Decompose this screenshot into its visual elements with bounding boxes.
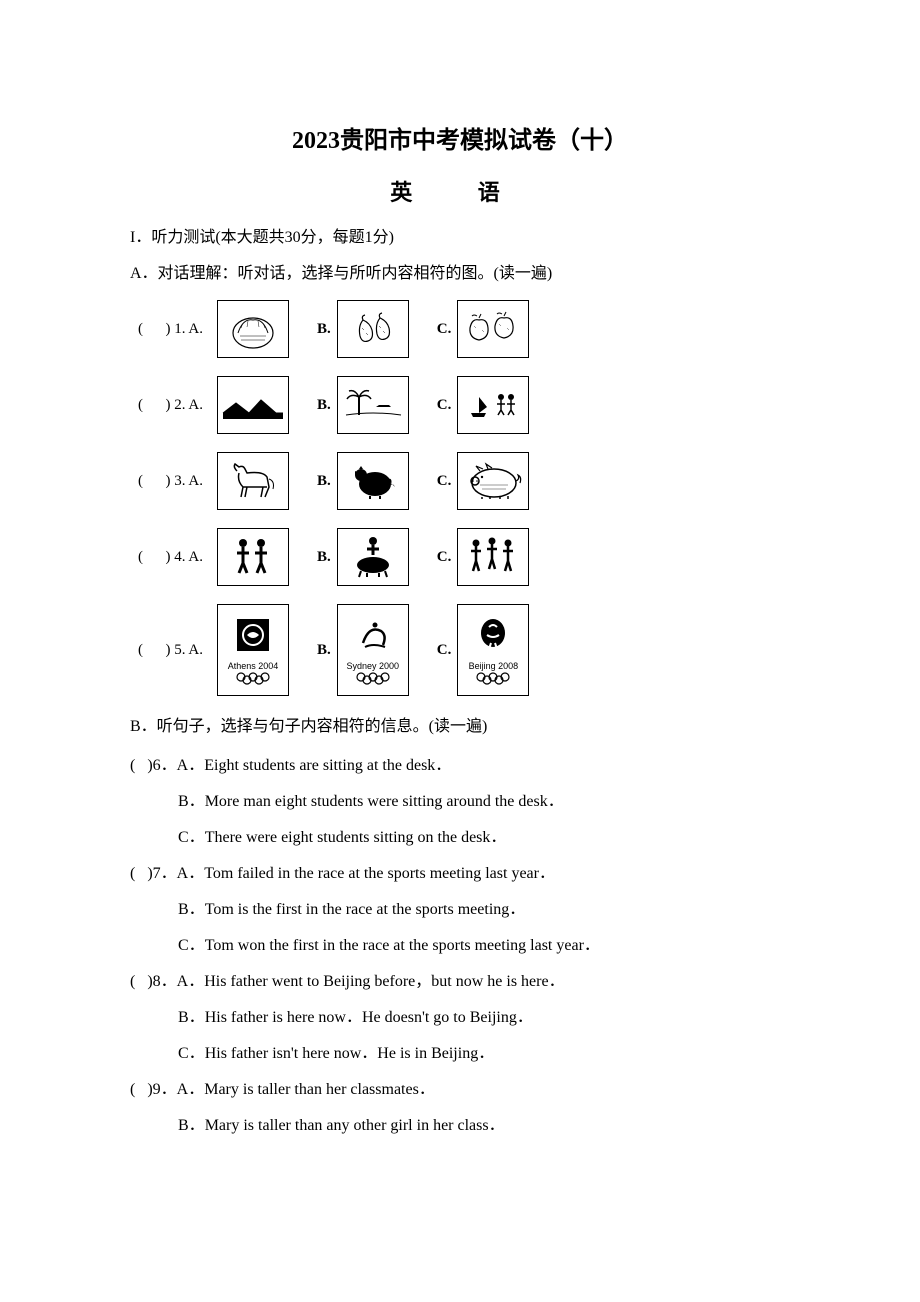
two-people-icon bbox=[225, 533, 281, 581]
q4-option-b-label: B. bbox=[317, 549, 331, 566]
group-icon bbox=[462, 533, 524, 581]
beijing-text: Beijing 2008 bbox=[469, 661, 519, 671]
pic-question-3: ( ) 3. A. B. bbox=[138, 452, 790, 510]
q9-option-b-line: B．Mary is taller than any other girl in … bbox=[178, 1114, 790, 1138]
q4-option-b-image bbox=[337, 528, 409, 586]
q2-option-c-label: C. bbox=[437, 397, 452, 414]
q7-prefix: ( )7．A． bbox=[130, 865, 204, 882]
q1-prefix: ( ) 1. A. bbox=[138, 321, 203, 338]
pig-icon bbox=[462, 459, 524, 503]
sydney-text: Sydney 2000 bbox=[346, 661, 399, 671]
boat-scene-icon bbox=[461, 385, 525, 425]
athens-logo-icon bbox=[231, 615, 275, 659]
landscape-icon bbox=[221, 385, 285, 425]
q2-option-b-image bbox=[337, 376, 409, 434]
q8-prefix: ( )8．A． bbox=[130, 973, 204, 990]
pears-icon bbox=[348, 308, 398, 350]
q3-option-b-image bbox=[337, 452, 409, 510]
q4-option-c-label: C. bbox=[437, 549, 452, 566]
pic-question-5: ( ) 5. A. Athens 2004 B. bbox=[138, 604, 790, 696]
q6-option-b: More man eight students were sitting aro… bbox=[205, 793, 564, 810]
q8-option-b-line: B．His father is here now．He doesn't go t… bbox=[178, 1006, 790, 1030]
q8-option-a: His father went to Beijing before，but no… bbox=[204, 973, 564, 990]
olympic-rings-icon bbox=[473, 671, 513, 685]
q4-option-c-image bbox=[457, 528, 529, 586]
q5-option-b-label: B. bbox=[317, 642, 331, 659]
q5-option-c-label: C. bbox=[437, 642, 452, 659]
q7-option-a: Tom failed in the race at the sports mee… bbox=[204, 865, 555, 882]
q8-option-b: His father is here now．He doesn't go to … bbox=[205, 1009, 533, 1026]
q6-option-b-line: B．More man eight students were sitting a… bbox=[178, 790, 790, 814]
q4-prefix: ( ) 4. A. bbox=[138, 549, 203, 566]
q7-option-c-line: C．Tom won the first in the race at the s… bbox=[178, 934, 790, 958]
text-question-6: ( )6．A．Eight students are sitting at the… bbox=[130, 754, 790, 778]
q9-prefix: ( )9．A． bbox=[130, 1081, 204, 1098]
apples-icon bbox=[464, 308, 522, 350]
q3-option-c-image bbox=[457, 452, 529, 510]
text-question-8: ( )8．A．His father went to Beijing before… bbox=[130, 970, 790, 994]
q2-option-b-label: B. bbox=[317, 397, 331, 414]
olympic-rings-icon bbox=[233, 671, 273, 685]
q3-prefix: ( ) 3. A. bbox=[138, 473, 203, 490]
q5-option-a-image: Athens 2004 bbox=[217, 604, 289, 696]
q7-option-b-line: B．Tom is the first in the race at the sp… bbox=[178, 898, 790, 922]
q9-option-b: Mary is taller than any other girl in he… bbox=[205, 1117, 505, 1134]
q6-option-a: Eight students are sitting at the desk． bbox=[204, 757, 451, 774]
q6-prefix: ( )6．A． bbox=[130, 757, 204, 774]
pic-question-1: ( ) 1. A. B. C. bbox=[138, 300, 790, 358]
q9-option-a: Mary is taller than her classmates． bbox=[204, 1081, 435, 1098]
q1-option-c-image bbox=[457, 300, 529, 358]
text-question-7: ( )7．A．Tom failed in the race at the spo… bbox=[130, 862, 790, 886]
horse-icon bbox=[225, 459, 281, 503]
beijing-logo-icon bbox=[471, 615, 515, 659]
q2-option-c-image bbox=[457, 376, 529, 434]
athens-text: Athens 2004 bbox=[228, 661, 279, 671]
q8-option-c: His father isn't here now．He is in Beiji… bbox=[205, 1045, 495, 1062]
sydney-logo-icon bbox=[351, 615, 395, 659]
pumpkin-icon bbox=[228, 308, 278, 350]
pic-question-4: ( ) 4. A. B. bbox=[138, 528, 790, 586]
exam-subject: 英 语 bbox=[130, 175, 790, 207]
q6-option-c-line: C．There were eight students sitting on t… bbox=[178, 826, 790, 850]
q2-prefix: ( ) 2. A. bbox=[138, 397, 203, 414]
subsection-b-header: B．听句子，选择与句子内容相符的信息。(读一遍) bbox=[130, 714, 790, 740]
chicken-icon bbox=[345, 459, 401, 503]
q3-option-a-image bbox=[217, 452, 289, 510]
q3-option-c-label: C. bbox=[437, 473, 452, 490]
subsection-a-header: A．对话理解：听对话，选择与所听内容相符的图。(读一遍) bbox=[130, 261, 790, 287]
q7-option-b: Tom is the first in the race at the spor… bbox=[205, 901, 526, 918]
q1-option-a-image bbox=[217, 300, 289, 358]
pic-question-2: ( ) 2. A. B. C. bbox=[138, 376, 790, 434]
q1-option-b-image bbox=[337, 300, 409, 358]
q5-option-b-image: Sydney 2000 bbox=[337, 604, 409, 696]
q5-option-c-image: Beijing 2008 bbox=[457, 604, 529, 696]
olympic-rings-icon bbox=[353, 671, 393, 685]
picture-questions-block: ( ) 1. A. B. C. bbox=[138, 300, 790, 696]
q3-option-b-label: B. bbox=[317, 473, 331, 490]
q1-option-b-label: B. bbox=[317, 321, 331, 338]
riding-icon bbox=[345, 533, 401, 581]
palm-beach-icon bbox=[341, 385, 405, 425]
exam-title: 2023贵阳市中考模拟试卷（十） bbox=[130, 120, 790, 155]
q2-option-a-image bbox=[217, 376, 289, 434]
text-question-9: ( )9．A．Mary is taller than her classmate… bbox=[130, 1078, 790, 1102]
q4-option-a-image bbox=[217, 528, 289, 586]
q1-option-c-label: C. bbox=[437, 321, 452, 338]
q5-prefix: ( ) 5. A. bbox=[138, 642, 203, 659]
q6-option-c: There were eight students sitting on the… bbox=[205, 829, 507, 846]
q7-option-c: Tom won the first in the race at the spo… bbox=[205, 937, 600, 954]
q8-option-c-line: C．His father isn't here now．He is in Bei… bbox=[178, 1042, 790, 1066]
section-i-header: I．听力测试(本大题共30分，每题1分) bbox=[130, 225, 790, 251]
